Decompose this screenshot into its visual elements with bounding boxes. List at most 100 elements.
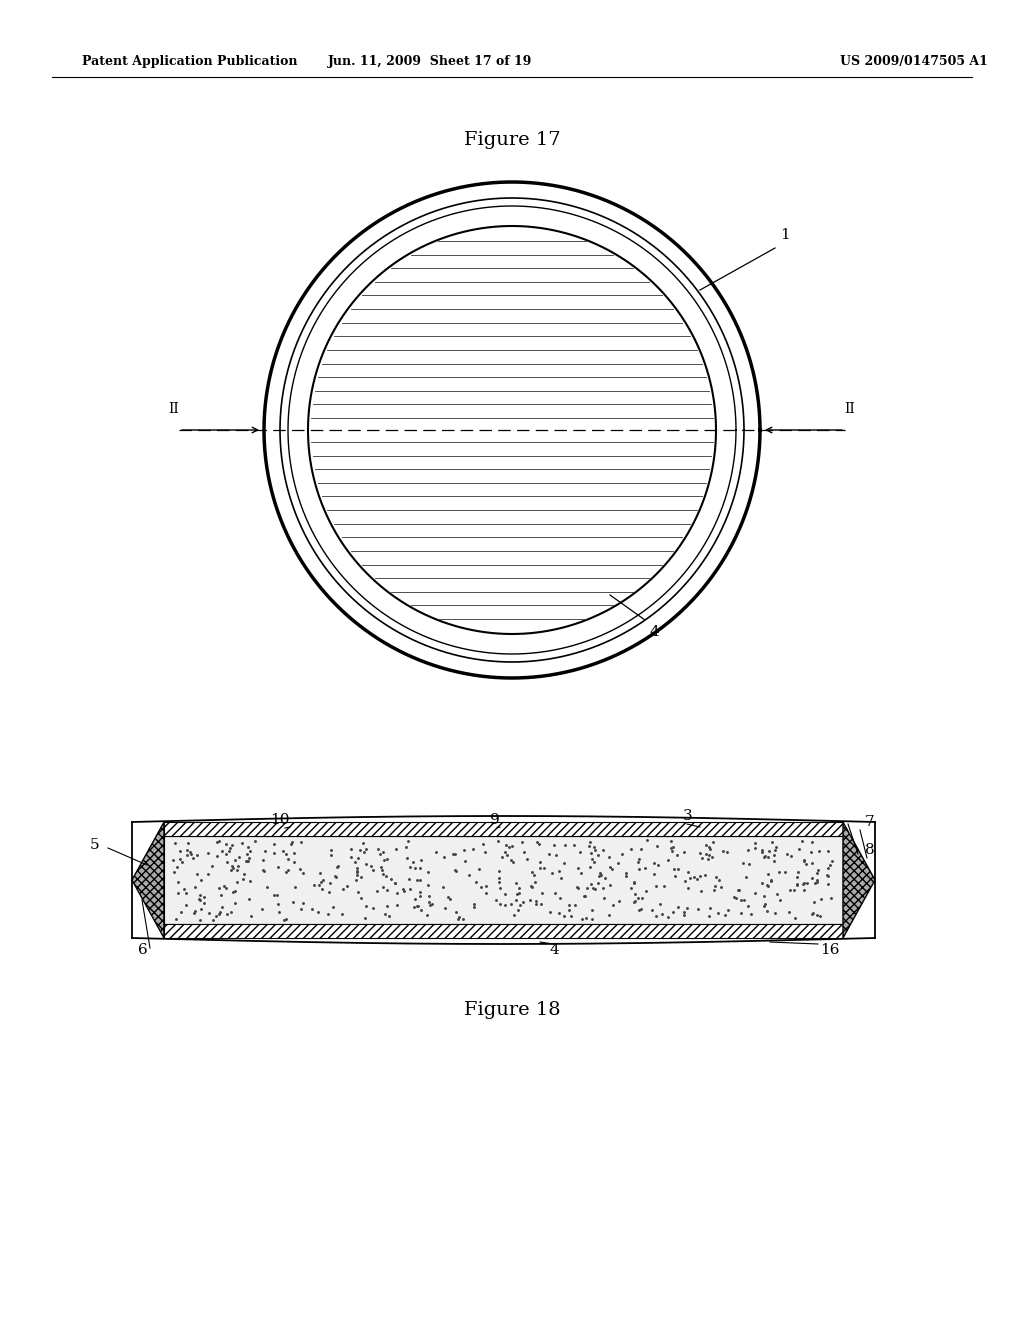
Point xyxy=(595,878,611,899)
Point xyxy=(372,843,388,865)
Point xyxy=(556,906,572,927)
Point xyxy=(275,909,292,931)
Point xyxy=(434,876,451,898)
Point xyxy=(456,840,472,861)
Point xyxy=(193,884,209,906)
Point xyxy=(165,850,181,871)
Point xyxy=(255,859,271,880)
Point xyxy=(771,861,787,882)
Point xyxy=(537,857,553,878)
Point xyxy=(242,841,258,862)
Point xyxy=(646,863,663,884)
Point xyxy=(293,899,309,920)
Point xyxy=(497,884,513,906)
Point xyxy=(177,882,194,903)
Point xyxy=(510,899,526,920)
Point xyxy=(624,876,640,898)
Text: Figure 18: Figure 18 xyxy=(464,1001,560,1019)
Point xyxy=(167,833,183,854)
Point xyxy=(809,863,825,884)
Point xyxy=(569,857,586,878)
Point xyxy=(647,875,664,896)
Point xyxy=(759,874,775,895)
Point xyxy=(720,899,736,920)
Point xyxy=(652,894,669,915)
Point xyxy=(587,851,603,873)
Point xyxy=(219,903,236,924)
Point xyxy=(525,865,542,886)
Point xyxy=(280,859,296,880)
Point xyxy=(648,836,665,857)
Point xyxy=(822,854,839,875)
Point xyxy=(702,898,719,919)
Point xyxy=(663,830,679,851)
Point xyxy=(441,888,458,909)
Point xyxy=(708,866,724,887)
Point xyxy=(204,855,220,876)
Point xyxy=(610,891,627,912)
Point xyxy=(413,850,429,871)
Point xyxy=(256,861,272,882)
Point xyxy=(397,837,414,858)
Point xyxy=(284,832,300,853)
Point xyxy=(604,894,621,915)
Point xyxy=(703,846,720,867)
Point xyxy=(236,869,252,890)
Point xyxy=(420,861,436,882)
Point xyxy=(189,863,206,884)
Point xyxy=(637,858,653,879)
Point xyxy=(230,846,247,867)
Point xyxy=(281,849,297,870)
Point xyxy=(396,880,413,902)
Point xyxy=(358,838,375,859)
Point xyxy=(707,875,723,896)
Point xyxy=(563,906,580,927)
Point xyxy=(646,853,663,874)
Point xyxy=(222,902,239,923)
Point xyxy=(670,858,686,879)
Point xyxy=(692,880,709,902)
Point xyxy=(387,873,403,894)
Point xyxy=(295,863,311,884)
Point xyxy=(402,878,419,899)
Polygon shape xyxy=(132,822,164,939)
Point xyxy=(447,861,464,882)
Point xyxy=(306,875,323,896)
Point xyxy=(255,849,271,870)
Point xyxy=(357,853,374,874)
Point xyxy=(258,876,274,898)
Point xyxy=(794,830,810,851)
Point xyxy=(457,851,473,873)
Point xyxy=(572,842,589,863)
Point xyxy=(516,842,532,863)
Point xyxy=(410,896,426,917)
Point xyxy=(524,876,541,898)
Point xyxy=(375,876,391,898)
Point xyxy=(633,899,649,920)
Point xyxy=(349,858,366,879)
Point xyxy=(638,880,654,902)
Point xyxy=(670,843,686,865)
Point xyxy=(626,891,642,912)
Point xyxy=(328,866,344,887)
Point xyxy=(471,858,487,879)
Point xyxy=(631,858,647,879)
Point xyxy=(186,900,203,921)
Point xyxy=(197,892,213,913)
Point xyxy=(412,870,428,891)
Point xyxy=(356,841,373,862)
Point xyxy=(679,898,695,919)
Point xyxy=(626,871,642,892)
Point xyxy=(600,904,616,925)
Point xyxy=(240,850,256,871)
Point xyxy=(182,843,199,865)
Bar xyxy=(164,836,843,924)
Point xyxy=(807,873,823,894)
Point xyxy=(182,842,199,863)
Point xyxy=(757,846,773,867)
Point xyxy=(497,895,513,916)
Bar xyxy=(164,822,843,836)
Point xyxy=(472,876,488,898)
Point xyxy=(365,898,381,919)
Point xyxy=(592,862,608,883)
